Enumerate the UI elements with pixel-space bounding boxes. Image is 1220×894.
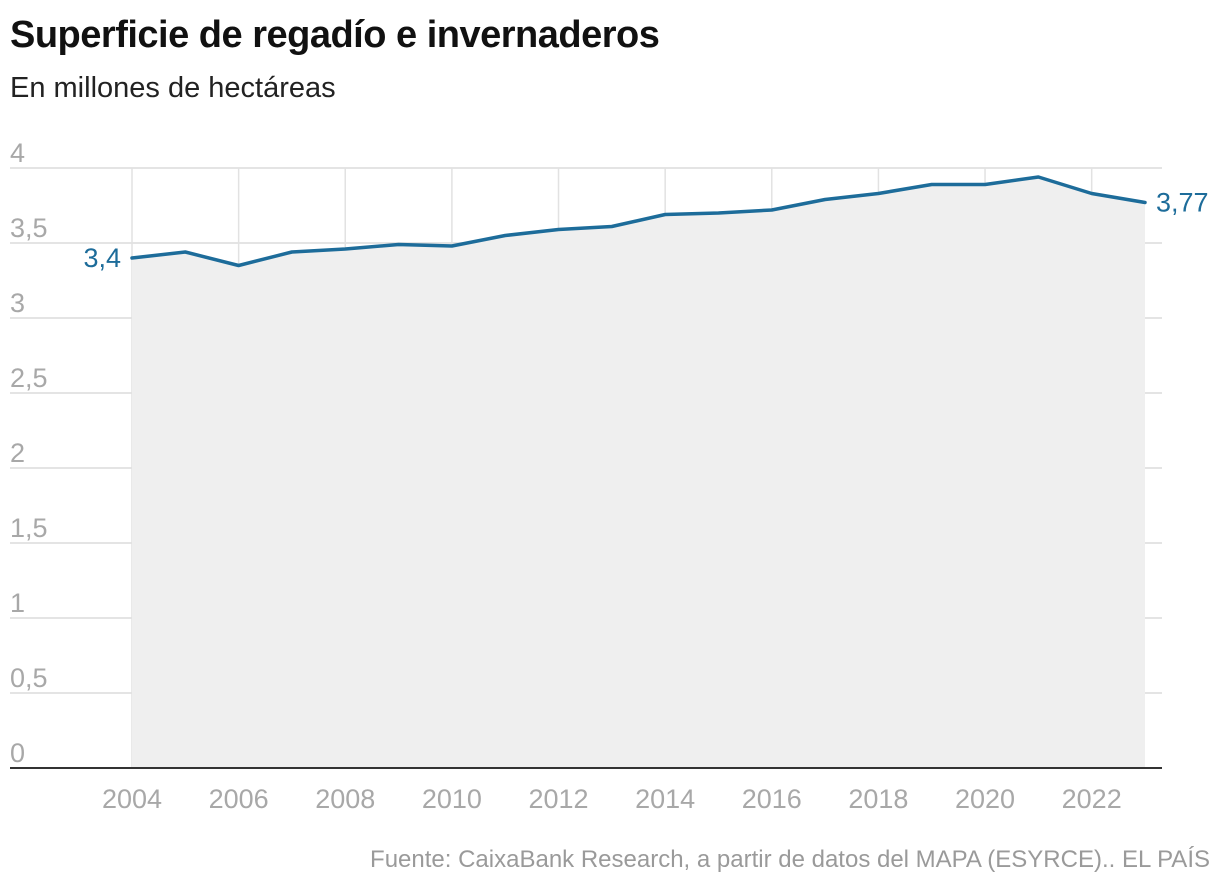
data-label: 3,4 bbox=[83, 243, 121, 273]
y-tick-label: 2,5 bbox=[10, 363, 48, 393]
y-tick-labels: 0 0,5 1 1,5 2 2,5 3 3,5 4 bbox=[10, 138, 48, 768]
x-tick-label: 2012 bbox=[528, 784, 588, 814]
y-tick-label: 2 bbox=[10, 438, 25, 468]
data-label: 3,77 bbox=[1156, 188, 1209, 218]
x-tick-label: 2004 bbox=[102, 784, 162, 814]
x-tick-label: 2010 bbox=[422, 784, 482, 814]
x-tick-label: 2014 bbox=[635, 784, 695, 814]
source-note: Fuente: CaixaBank Research, a partir de … bbox=[370, 846, 1210, 873]
data-labels: 3,4 3,77 bbox=[83, 188, 1208, 274]
x-tick-label: 2018 bbox=[848, 784, 908, 814]
x-tick-label: 2016 bbox=[742, 784, 802, 814]
y-tick-label: 0,5 bbox=[10, 663, 48, 693]
y-tick-label: 0 bbox=[10, 738, 25, 768]
series-line bbox=[130, 175, 1147, 268]
x-tick-labels: 2004 2006 2008 2010 2012 2014 2016 2018 2020 2022 bbox=[102, 784, 1122, 814]
y-tick-label: 3 bbox=[10, 288, 25, 318]
chart-subtitle: En millones de hectáreas bbox=[10, 72, 336, 104]
chart-title: Superficie de regadío e invernaderos bbox=[10, 14, 660, 56]
area-fill bbox=[132, 177, 1145, 768]
y-tick-label: 4 bbox=[10, 138, 25, 168]
x-tick-label: 2020 bbox=[955, 784, 1015, 814]
x-tick-label: 2022 bbox=[1062, 784, 1122, 814]
y-tick-label: 3,5 bbox=[10, 213, 48, 243]
y-tick-label: 1,5 bbox=[10, 513, 48, 543]
x-tick-label: 2008 bbox=[315, 784, 375, 814]
y-tick-label: 1 bbox=[10, 588, 25, 618]
x-tick-label: 2006 bbox=[209, 784, 269, 814]
